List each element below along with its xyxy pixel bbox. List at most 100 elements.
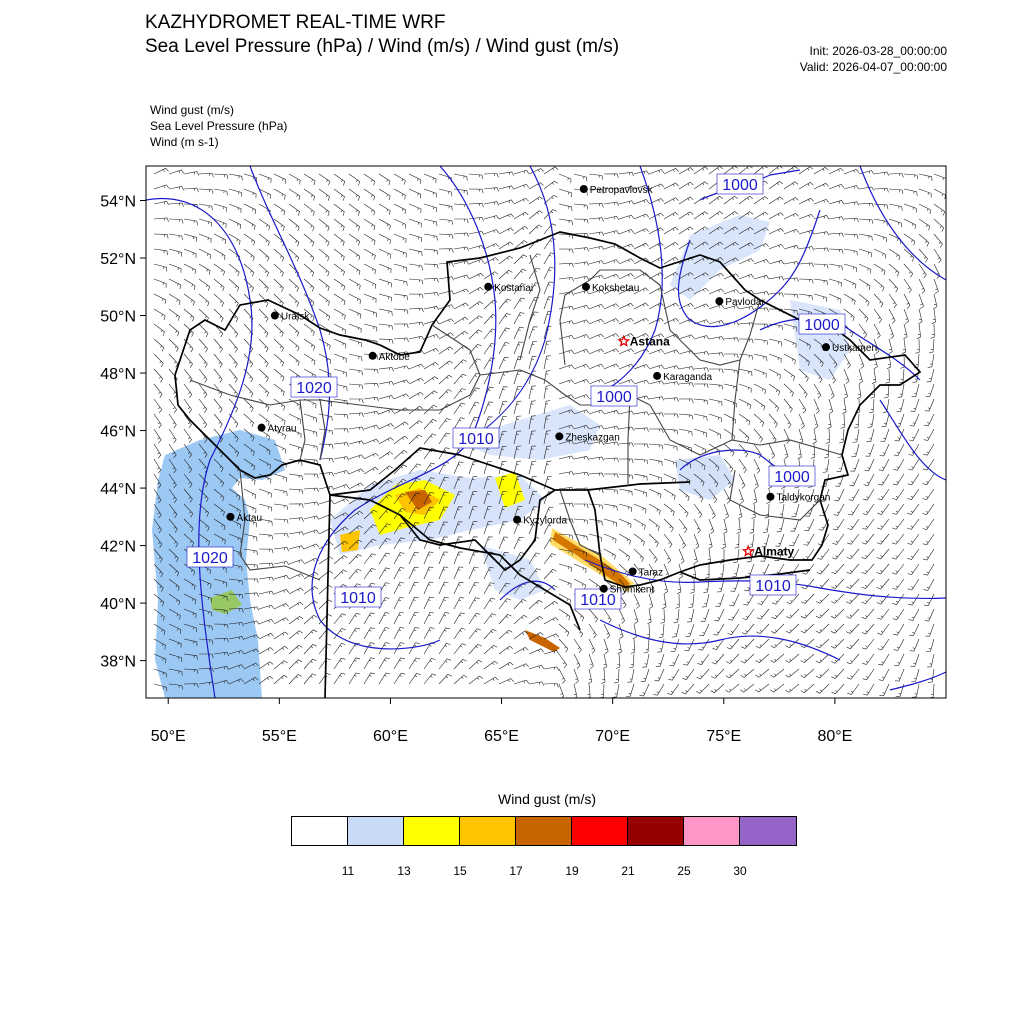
wind-barb bbox=[468, 491, 478, 505]
wind-barb bbox=[573, 334, 590, 340]
wind-barb bbox=[828, 353, 838, 368]
wind-barb bbox=[258, 368, 269, 382]
wind-barb bbox=[513, 430, 522, 445]
lon-label: 75°E bbox=[706, 728, 741, 745]
wind-barb bbox=[198, 398, 208, 413]
wind-barb bbox=[800, 668, 815, 678]
wind-barb bbox=[693, 458, 706, 470]
wind-barb bbox=[483, 215, 500, 220]
wind-barb bbox=[303, 338, 316, 351]
wind-barb bbox=[468, 675, 483, 685]
wind-barb bbox=[804, 518, 815, 532]
isobar-label: 1010 bbox=[755, 578, 791, 595]
wind-barb bbox=[861, 548, 875, 560]
wind-barb bbox=[198, 323, 209, 338]
wind-barb bbox=[903, 173, 919, 180]
wind-barb bbox=[453, 274, 470, 280]
wind-barb bbox=[498, 199, 515, 205]
wind-barb bbox=[483, 597, 496, 610]
wind-barb bbox=[918, 278, 926, 294]
wind-barb bbox=[708, 383, 724, 390]
wind-barb bbox=[333, 526, 349, 535]
wind-barb bbox=[543, 209, 557, 220]
wind-barb bbox=[453, 476, 463, 490]
wind-barb bbox=[863, 683, 875, 696]
city-dot bbox=[766, 492, 775, 501]
wind-barb bbox=[712, 638, 725, 650]
wind-barb bbox=[243, 634, 260, 640]
isobar-label: 1010 bbox=[340, 590, 376, 607]
wind-barb bbox=[708, 352, 724, 357]
wind-barb bbox=[303, 644, 317, 655]
wind-barb bbox=[573, 233, 589, 238]
wind-barb bbox=[878, 653, 890, 666]
wind-barb bbox=[408, 434, 423, 445]
wind-barb bbox=[363, 203, 376, 216]
wind-barb bbox=[183, 623, 197, 633]
wind-barb bbox=[438, 318, 454, 325]
capital-star-icon bbox=[617, 334, 631, 347]
wind-barb bbox=[878, 458, 890, 471]
wind-barb bbox=[318, 556, 334, 565]
wind-barb bbox=[363, 382, 379, 388]
wind-barb bbox=[438, 612, 450, 625]
wind-barb bbox=[558, 502, 574, 508]
wind-barb bbox=[573, 173, 588, 182]
wind-barb bbox=[318, 263, 330, 277]
wind-barb bbox=[378, 395, 395, 400]
wind-barb bbox=[670, 638, 680, 652]
wind-barb bbox=[348, 353, 363, 362]
wind-barb bbox=[513, 183, 530, 190]
wind-barb bbox=[903, 308, 909, 325]
wind-barb bbox=[648, 503, 661, 515]
wind-barb bbox=[760, 548, 770, 562]
wind-barb bbox=[333, 642, 346, 655]
wind-barb bbox=[243, 578, 259, 583]
wind-barb bbox=[812, 428, 817, 445]
wind-barb bbox=[513, 254, 528, 265]
wind-barb bbox=[198, 503, 209, 517]
wind-barb bbox=[558, 173, 572, 184]
wind-barb bbox=[558, 638, 569, 653]
wind-barb bbox=[738, 383, 752, 393]
wind-barb bbox=[153, 217, 169, 222]
wind-barb bbox=[363, 672, 375, 685]
wind-barb bbox=[168, 308, 180, 321]
wind-barb bbox=[846, 563, 860, 575]
wind-barb bbox=[648, 443, 664, 450]
wind-barb bbox=[892, 488, 905, 501]
isobar-line bbox=[859, 166, 946, 281]
wind-barb bbox=[393, 379, 410, 385]
wind-barb bbox=[438, 248, 454, 253]
wind-barb bbox=[791, 503, 800, 518]
wind-barb bbox=[258, 173, 272, 183]
wind-barb bbox=[303, 188, 316, 201]
wind-barb bbox=[699, 623, 710, 637]
wind-barb bbox=[363, 657, 375, 670]
wind-barb bbox=[213, 248, 226, 260]
wind-barb bbox=[288, 248, 300, 262]
wind-barb bbox=[258, 647, 274, 655]
wind-barb bbox=[168, 593, 181, 606]
wind-barb bbox=[183, 248, 197, 258]
wind-barb bbox=[715, 593, 725, 607]
wind-barb bbox=[768, 292, 784, 297]
wind-barb bbox=[729, 593, 740, 607]
wind-barb bbox=[408, 173, 422, 184]
wind-barb bbox=[718, 563, 725, 578]
wind-barb bbox=[678, 334, 695, 340]
wind-barb bbox=[243, 443, 255, 456]
wind-barb bbox=[923, 578, 935, 591]
wind-barb bbox=[918, 173, 933, 182]
wind-barb bbox=[438, 276, 455, 281]
wind-barb bbox=[733, 548, 740, 563]
wind-barb bbox=[363, 396, 379, 402]
region-border bbox=[319, 324, 481, 411]
wind-barb bbox=[648, 412, 664, 417]
wind-barb bbox=[777, 503, 785, 518]
wind-barb bbox=[198, 293, 210, 307]
wind-barb bbox=[815, 623, 830, 634]
wind-barb bbox=[588, 608, 598, 623]
wind-barb bbox=[693, 473, 705, 487]
